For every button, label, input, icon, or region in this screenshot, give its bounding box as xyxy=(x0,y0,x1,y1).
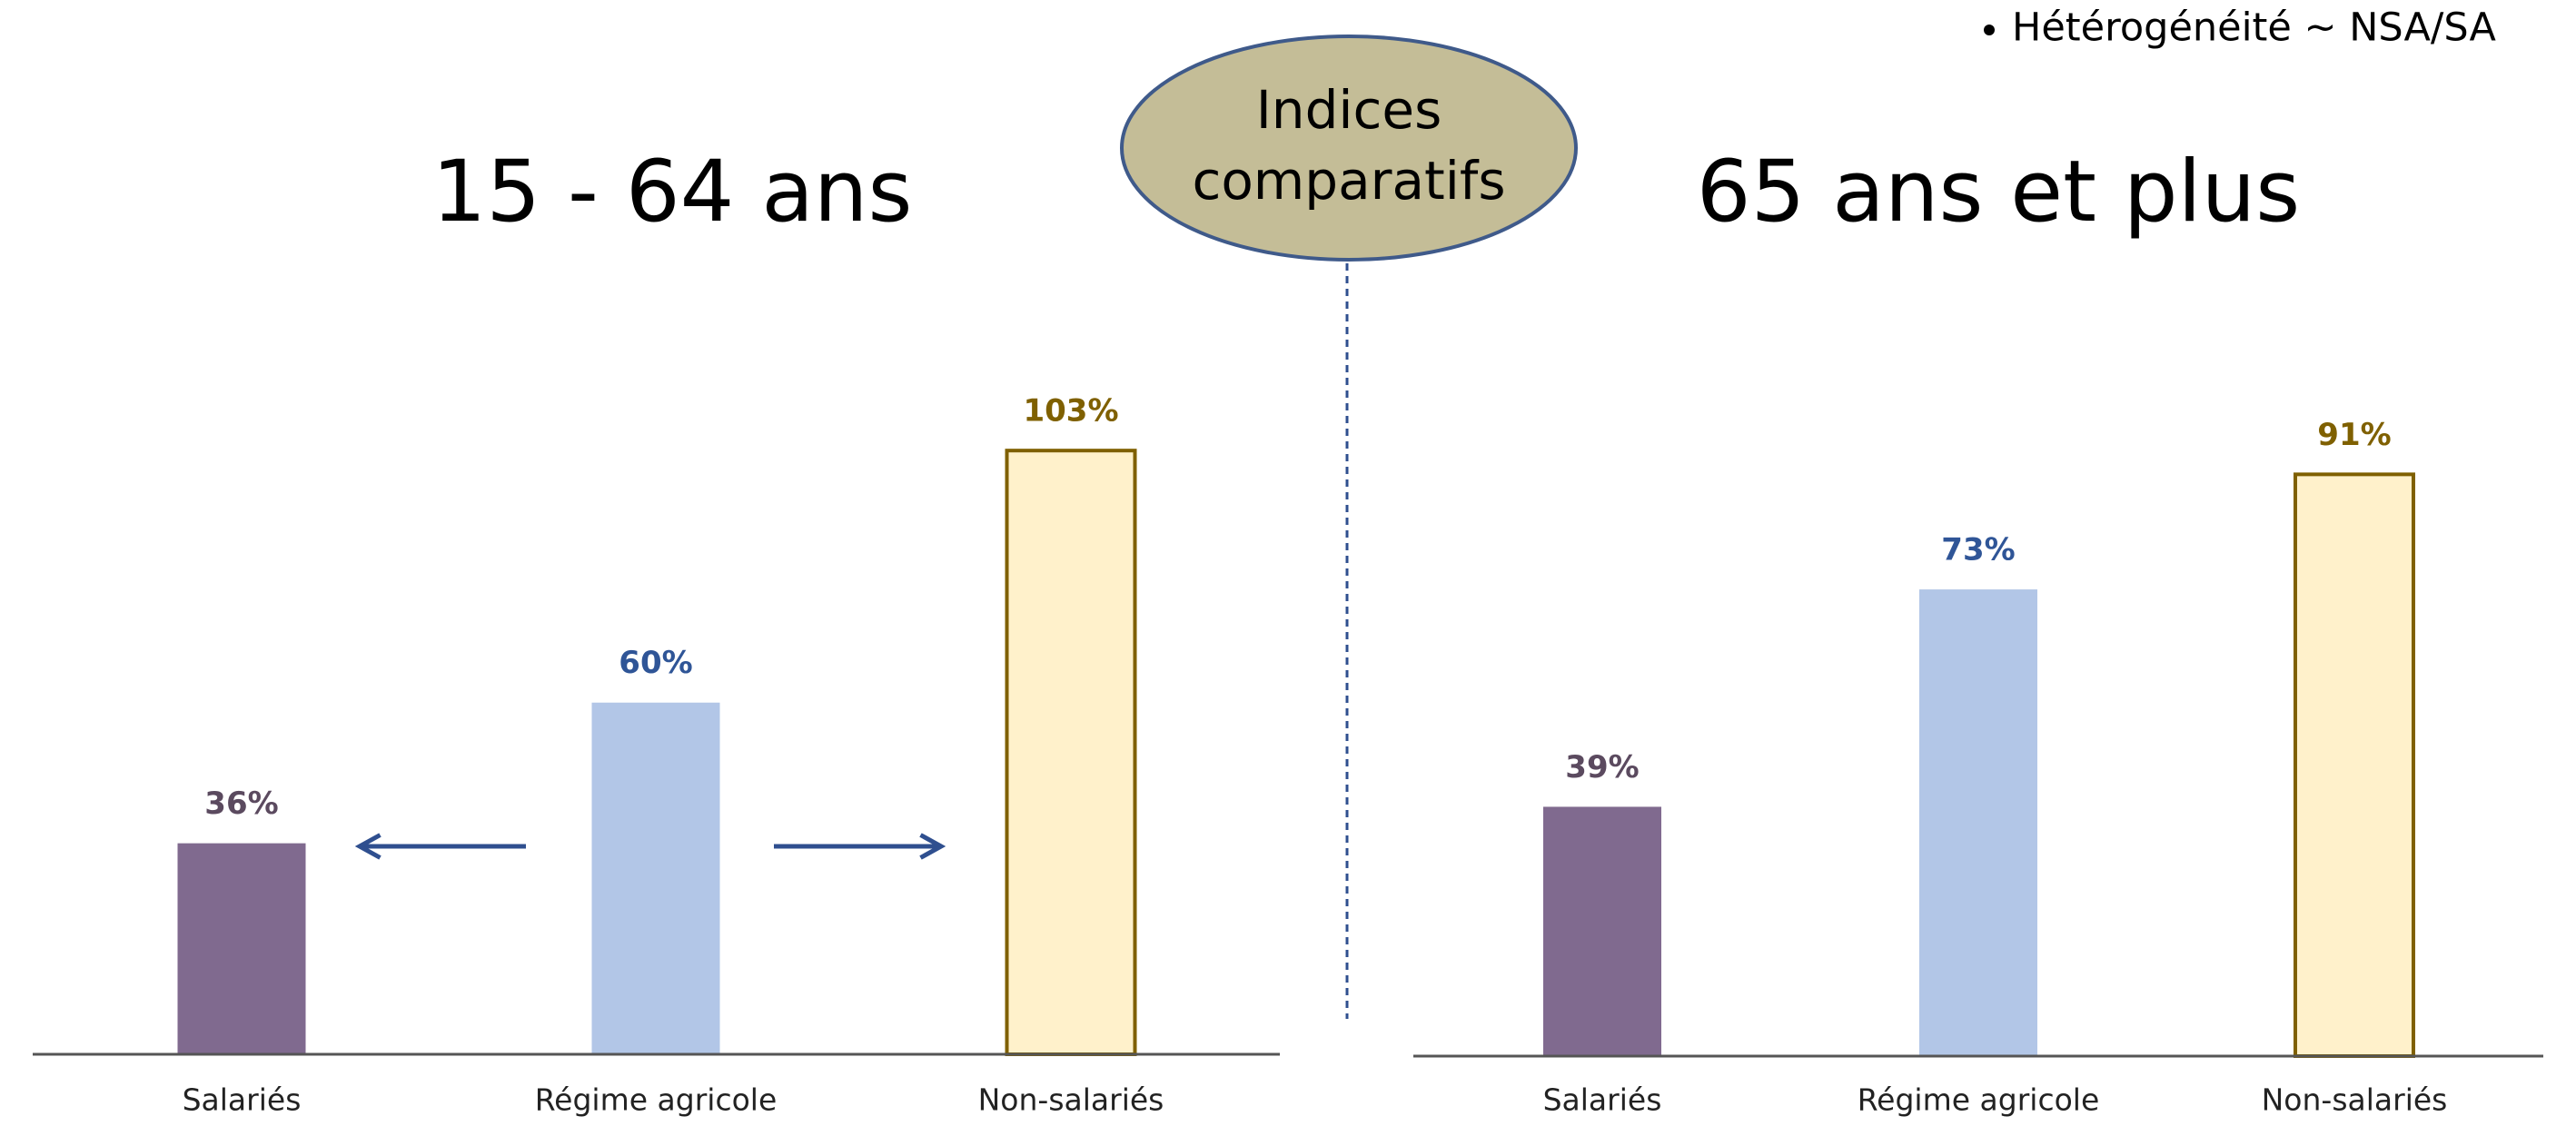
bar xyxy=(1543,806,1661,1056)
bar xyxy=(591,702,720,1054)
x-tick-label: Régime agricole xyxy=(535,1082,778,1118)
x-tick-label: Salariés xyxy=(183,1082,302,1118)
badge-text: Indices xyxy=(1256,79,1442,141)
value-label: 36% xyxy=(204,785,278,822)
value-label: 60% xyxy=(619,645,692,681)
value-label: 39% xyxy=(1565,749,1639,785)
badge-text: comparatifs xyxy=(1192,150,1505,212)
x-tick-label: Non-salariés xyxy=(978,1082,1164,1118)
chart-title: 65 ans et plus xyxy=(1697,143,2300,242)
value-label: 103% xyxy=(1023,393,1118,430)
badge xyxy=(1120,35,1578,262)
x-tick-label: Non-salariés xyxy=(2262,1082,2448,1118)
x-tick-label: Régime agricole xyxy=(1858,1082,2100,1118)
note: Hétérogénéité ~ NSA/SA xyxy=(2012,5,2496,51)
value-label: 73% xyxy=(1941,532,2015,568)
chart-title: 15 - 64 ans xyxy=(432,143,913,242)
x-tick-label: Salariés xyxy=(1543,1082,1662,1118)
bar xyxy=(177,843,306,1054)
bullet xyxy=(1984,25,1995,35)
value-label: 91% xyxy=(2317,417,2391,453)
bar xyxy=(1919,589,2037,1056)
bar xyxy=(1005,449,1137,1056)
bar xyxy=(2294,472,2415,1058)
